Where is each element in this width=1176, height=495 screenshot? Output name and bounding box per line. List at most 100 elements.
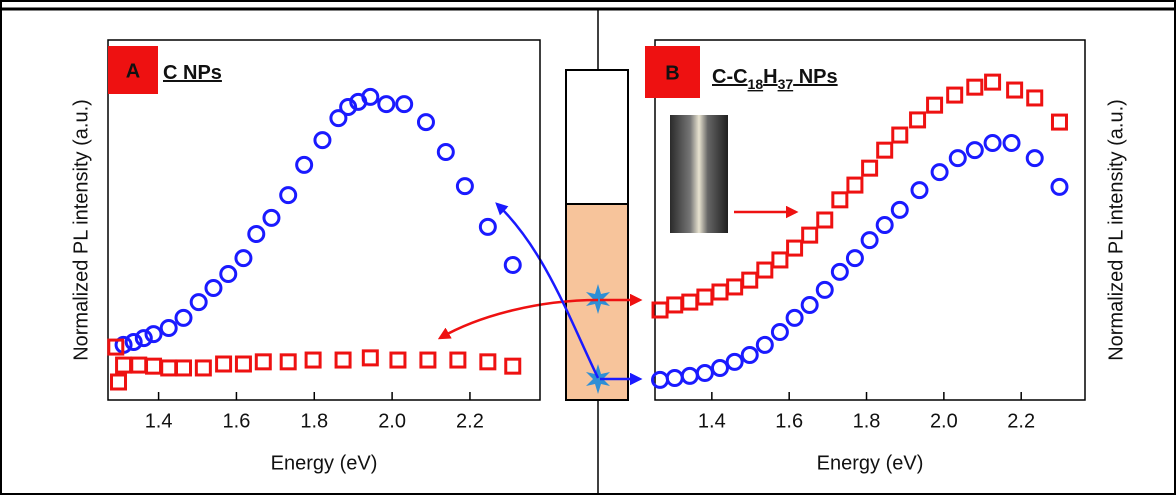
data-point — [478, 217, 497, 236]
plot-frame — [107, 39, 541, 401]
data-point — [801, 226, 819, 244]
data-point — [910, 181, 929, 200]
data-point — [189, 293, 208, 312]
data-point — [304, 351, 322, 369]
data-point — [1002, 133, 1021, 152]
data-point — [339, 97, 358, 116]
data-point — [785, 308, 804, 327]
data-point — [860, 231, 879, 250]
data-point — [313, 131, 332, 150]
emitter-icon — [586, 364, 610, 394]
x-tick-label: 2.2 — [456, 410, 484, 432]
data-point — [891, 126, 909, 144]
data-point — [1026, 89, 1044, 107]
data-point — [1050, 177, 1069, 196]
data-point — [771, 251, 789, 269]
data-point — [741, 271, 759, 289]
x-tick-label: 2.0 — [930, 410, 958, 432]
data-point — [175, 359, 193, 377]
data-point — [419, 351, 437, 369]
panel-tag — [108, 46, 158, 94]
data-point — [1050, 113, 1068, 131]
data-point — [107, 338, 125, 356]
panel-label: B — [665, 62, 679, 84]
data-point — [965, 141, 984, 160]
data-point — [503, 256, 522, 274]
data-point — [219, 265, 238, 283]
data-point — [695, 364, 714, 382]
data-point — [800, 295, 819, 314]
plot-frame — [654, 39, 1086, 401]
data-point — [831, 191, 849, 209]
data-point — [926, 96, 944, 114]
data-point — [786, 239, 804, 257]
data-point — [845, 249, 864, 268]
data-point — [144, 325, 163, 344]
x-tick-label: 2.0 — [378, 410, 406, 432]
x-tick-label: 2.2 — [1007, 410, 1035, 432]
data-point — [174, 308, 193, 327]
data-point — [756, 261, 774, 279]
panel-label: A — [126, 60, 140, 82]
data-point — [710, 358, 729, 377]
data-point — [234, 355, 252, 373]
data-point — [909, 111, 927, 129]
data-point — [1006, 81, 1024, 99]
x-tick-label: 1.6 — [223, 410, 251, 432]
data-point — [110, 373, 128, 391]
vial-top — [565, 69, 629, 205]
data-point — [479, 353, 497, 371]
data-point — [504, 357, 522, 375]
data-point — [262, 208, 281, 227]
data-point — [449, 351, 467, 369]
data-point — [295, 155, 314, 174]
data-point — [389, 351, 407, 369]
data-point — [861, 159, 879, 177]
x-tick-label: 1.4 — [145, 410, 173, 432]
data-point — [215, 355, 233, 373]
data-point — [890, 200, 909, 219]
x-tick-label: 1.4 — [698, 410, 726, 432]
data-point — [815, 280, 834, 299]
data-point — [395, 95, 414, 114]
y-axis-label: Normalized PL intensity (a.u.) — [70, 99, 92, 361]
data-point — [455, 177, 474, 196]
data-point — [377, 95, 396, 114]
y-axis-label: Normalized PL intensity (a.u.) — [1105, 99, 1127, 361]
data-point — [361, 349, 379, 367]
data-point — [984, 73, 1002, 91]
data-point — [134, 329, 153, 348]
data-point — [247, 225, 266, 244]
inset-photo — [670, 115, 728, 233]
data-point — [416, 113, 435, 132]
data-point — [279, 186, 298, 205]
x-axis-label: Energy (eV) — [271, 452, 378, 474]
data-point — [983, 133, 1002, 152]
data-point — [846, 176, 864, 194]
data-point — [966, 78, 984, 96]
data-point — [875, 216, 894, 235]
data-point — [254, 353, 272, 371]
data-point — [946, 86, 964, 104]
panel-title: C NPs — [163, 62, 222, 84]
arrow — [495, 202, 600, 379]
data-point — [930, 163, 949, 182]
data-point — [159, 319, 178, 337]
x-tick-label: 1.8 — [300, 410, 328, 432]
data-point — [234, 249, 253, 268]
x-tick-label: 1.6 — [775, 410, 803, 432]
data-point — [1025, 149, 1044, 168]
data-point — [194, 359, 212, 377]
data-point — [816, 211, 834, 229]
data-point — [876, 141, 894, 159]
arrow — [437, 298, 599, 340]
data-point — [755, 335, 774, 354]
data-point — [770, 322, 789, 341]
panel-tag — [645, 46, 700, 98]
data-point — [329, 109, 348, 128]
data-point — [204, 279, 223, 298]
data-point — [279, 353, 297, 371]
data-point — [948, 149, 967, 168]
data-point — [436, 142, 455, 161]
